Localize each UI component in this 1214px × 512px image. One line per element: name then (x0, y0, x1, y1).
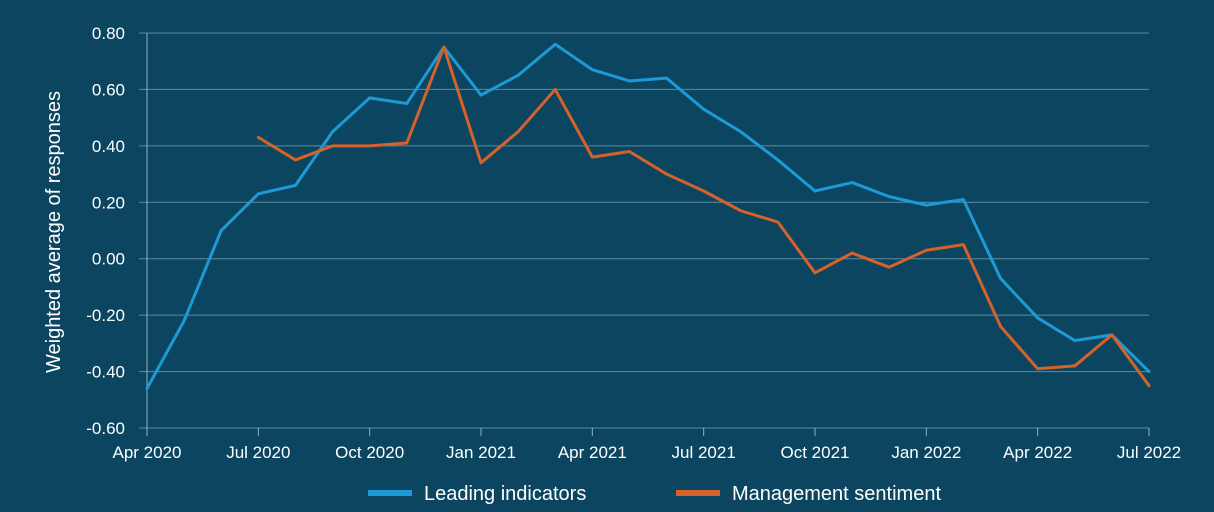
x-tick-label: Jul 2021 (672, 443, 736, 462)
x-axis-ticks: Apr 2020 Jul 2020 Oct 2020 Jan 2021 Apr 2021… (113, 428, 1181, 462)
x-tick-label: Jul 2022 (1117, 443, 1181, 462)
series-line-management-sentiment (256, 45, 1151, 388)
x-tick-label: Jan 2021 (446, 443, 516, 462)
x-tick-label: Apr 2020 (113, 443, 182, 462)
gridlines (139, 32, 1149, 429)
y-tick-label: 0.80 (92, 24, 125, 43)
x-tick-label: Apr 2022 (1003, 443, 1072, 462)
x-tick-label: Jan 2022 (891, 443, 961, 462)
series-line-leading-indicators (145, 42, 1151, 390)
legend-label: Leading indicators (424, 483, 586, 505)
x-tick-label: Oct 2020 (335, 443, 404, 462)
legend: Leading indicators Management sentiment (368, 483, 941, 505)
y-tick-label: 0.00 (92, 250, 125, 269)
y-tick-label: 0.60 (92, 80, 125, 99)
y-tick-label: -0.60 (86, 419, 125, 438)
x-tick-label: Jul 2020 (226, 443, 290, 462)
x-tick-label: Apr 2021 (558, 443, 627, 462)
y-tick-label: 0.40 (92, 137, 125, 156)
series-lines (145, 42, 1151, 390)
y-axis-ticks: 0.80 0.60 0.40 0.20 0.00 -0.20 -0.40 -0.60 (86, 24, 125, 438)
x-tick-label: Oct 2021 (781, 443, 850, 462)
legend-label: Management sentiment (732, 483, 941, 505)
y-tick-label: 0.20 (92, 193, 125, 212)
y-tick-label: -0.20 (86, 306, 125, 325)
y-axis-title: Weighted average of responses (43, 91, 65, 373)
y-tick-label: -0.40 (86, 363, 125, 382)
